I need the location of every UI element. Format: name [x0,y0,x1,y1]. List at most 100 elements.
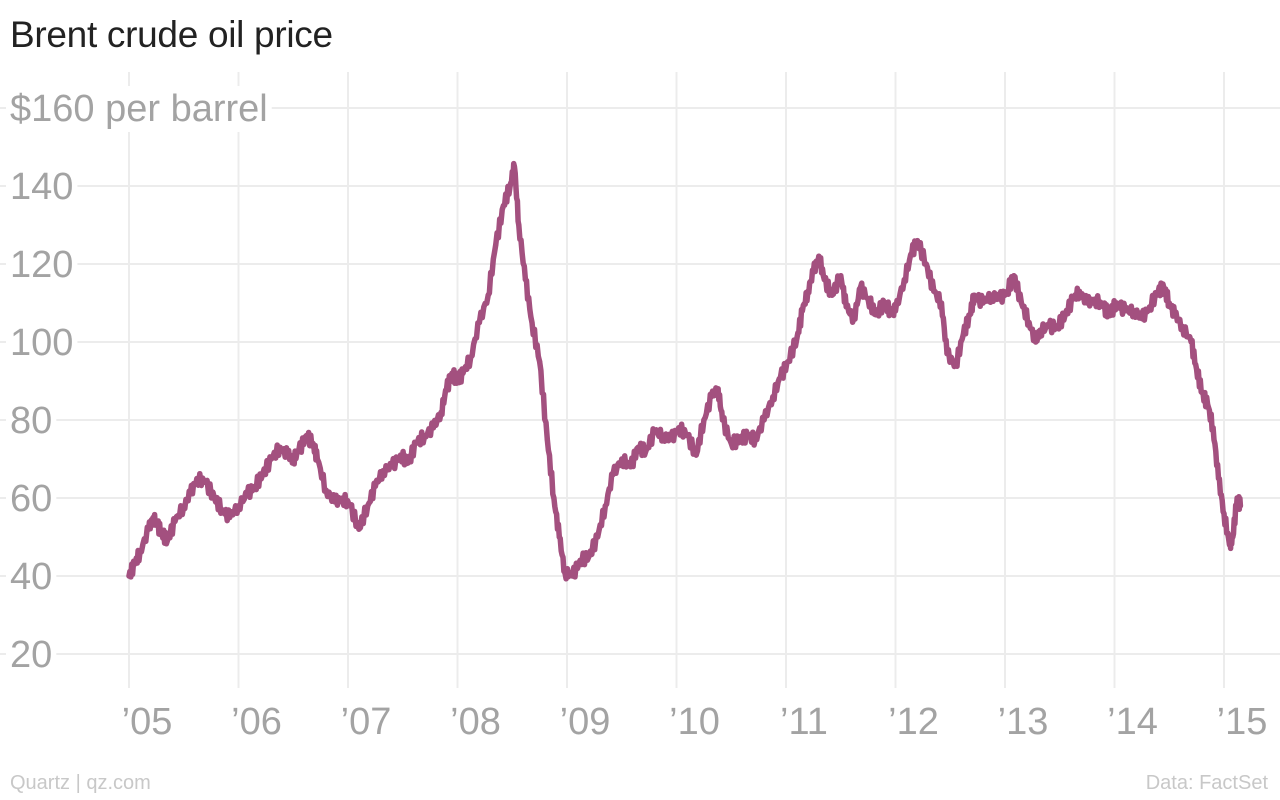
data-point-0-7 [164,538,170,544]
data-point-0-35 [380,468,386,474]
y-tick-label-40: 40 [10,556,52,598]
data-point-0-148 [1204,401,1211,407]
data-point-0-50 [493,241,499,248]
data-point-0-121 [1011,273,1017,279]
data-point-0-120 [1004,288,1010,294]
x-tick-label-2012: ’12 [888,701,939,743]
data-point-0-150 [1215,475,1222,482]
data-point-0-78 [701,417,707,423]
data-point-0-92 [805,288,811,294]
data-point-0-22 [285,452,291,458]
data-point-0-75 [676,425,682,431]
data-point-0-51 [500,202,507,209]
data-point-0-10 [187,491,193,497]
data-point-0-32 [356,526,362,532]
x-axis-tick-labels: ’05 ’06 ’07 ’08 ’09 ’10 ’11 ’12 ’13 ’14 ’15 [122,701,1268,743]
x-tick-label-2005: ’05 [122,701,173,743]
data-point-0-118 [989,292,995,298]
x-tick-label-2009: ’09 [560,701,611,743]
data-point-0-20 [268,456,274,462]
data-point-0-41 [430,425,437,431]
data-point-0-52 [507,183,513,189]
data-point-0-8 [172,518,178,525]
data-point-0-21 [277,444,283,450]
data-point-0-123 [1026,319,1032,326]
data-point-0-15 [227,514,233,521]
data-point-0-87 [770,394,776,400]
data-point-0-23 [290,456,296,462]
data-point-0-5 [154,522,161,528]
data-point-0-27 [314,456,320,462]
data-point-0-4 [150,514,156,521]
data-point-0-132 [1092,296,1098,302]
data-source: Data: FactSet [1145,772,1268,794]
y-tick-label-20: 20 [10,634,52,676]
data-point-0-111 [938,300,945,306]
data-point-0-56 [529,319,535,326]
data-point-0-119 [996,296,1003,302]
data-point-0-105 [892,308,899,314]
data-point-0-152 [1226,542,1233,548]
data-point-0-54 [516,222,522,228]
data-point-0-73 [660,433,666,439]
data-point-0-2 [137,550,143,556]
data-point-0-145 [1188,339,1194,345]
data-point-0-110 [931,288,937,294]
data-point-0-90 [794,335,800,341]
data-point-0-126 [1046,323,1052,329]
data-point-0-99 [851,316,857,322]
data-point-0-47 [468,355,474,361]
data-point-0-88 [777,374,784,380]
data-point-0-154 [1234,495,1240,501]
data-point-0-61 [562,569,568,575]
data-point-0-67 [610,472,616,478]
data-point-0-57 [537,358,543,365]
data-point-0-13 [211,495,218,501]
y-tick-label-bg-120 [6,242,78,288]
data-point-0-1 [131,561,138,567]
data-point-0-38 [405,460,411,466]
y-tick-label-160: $160 per barrel [10,88,268,130]
series-lines [126,160,1244,582]
data-point-0-109 [923,261,929,267]
x-tick-label-2006: ’06 [231,701,282,743]
data-point-0-62 [569,573,576,579]
data-point-0-104 [887,308,893,314]
data-point-0-137 [1131,308,1137,314]
data-point-0-115 [967,312,973,318]
data-point-0-98 [843,304,849,310]
data-point-0-65 [595,534,601,540]
data-point-0-59 [551,495,557,501]
x-tick-label-2015: ’15 [1217,701,1268,743]
data-point-0-68 [619,456,625,462]
y-tick-label-bg-60 [6,476,57,522]
data-point-0-134 [1106,312,1112,318]
data-point-0-80 [715,386,721,392]
data-point-0-31 [347,503,353,509]
data-point-0-14 [219,507,225,513]
data-point-0-37 [397,452,404,458]
data-point-0-138 [1139,316,1145,322]
y-tick-label-bg-140 [6,164,78,210]
data-point-0-129 [1070,296,1076,302]
data-point-0-74 [668,436,674,443]
data-point-0-83 [737,436,743,443]
data-point-0-85 [752,436,758,443]
y-tick-label-120: 120 [10,244,73,286]
data-point-0-103 [881,300,888,306]
data-point-0-79 [708,394,715,400]
data-point-0-34 [372,483,378,489]
data-point-0-136 [1122,308,1129,314]
data-point-0-107 [909,249,915,255]
data-point-0-63 [577,557,583,564]
data-point-0-33 [365,503,371,509]
data-point-0-28 [323,487,329,493]
data-point-0-66 [602,503,608,509]
data-point-0-12 [203,479,209,485]
data-point-0-3 [146,526,152,532]
chart-title: Brent crude oil price [10,14,333,55]
data-point-0-49 [485,292,491,298]
data-point-0-141 [1161,284,1167,290]
data-point-0-6 [159,530,165,536]
